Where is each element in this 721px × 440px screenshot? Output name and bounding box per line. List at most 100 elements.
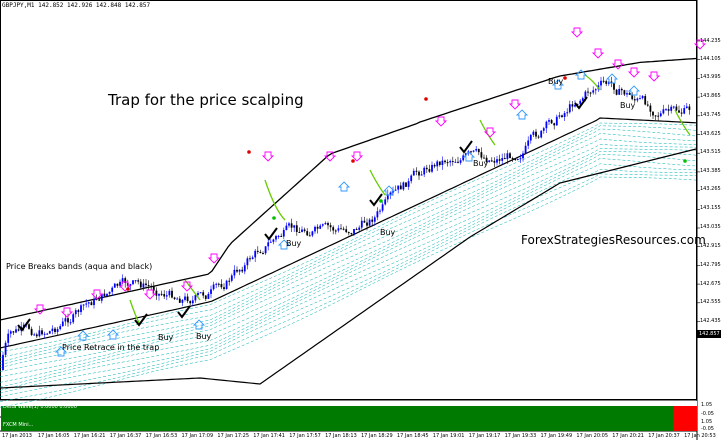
candle-body	[433, 164, 436, 167]
buy-label: Buy	[158, 333, 174, 342]
candle-body	[314, 226, 316, 232]
candle-body	[181, 299, 184, 303]
price-axis-label: 142.675	[700, 281, 721, 287]
candle-body	[217, 283, 220, 285]
candle-body	[98, 299, 101, 301]
sell-arrow-icon	[350, 151, 364, 162]
time-axis-label: 17 Jan 19:17	[468, 433, 501, 439]
candle-body	[652, 111, 654, 116]
candle-body	[420, 174, 423, 176]
candle-body	[444, 160, 446, 163]
time-axis-label: 17 Jan 16:05	[37, 433, 70, 439]
candle-body	[267, 242, 270, 247]
candle-body	[389, 192, 392, 195]
candle-body	[4, 342, 7, 355]
candle-body	[116, 283, 119, 286]
candle-body	[503, 158, 506, 160]
candle-body	[636, 98, 639, 101]
candle-body	[64, 318, 67, 322]
candle-body	[449, 160, 452, 163]
buy-label: Buy	[473, 159, 489, 168]
watermark-site: ForexStrategiesResources.com	[521, 233, 706, 247]
candle-body	[386, 194, 389, 200]
candle-body	[54, 328, 56, 332]
candle-body	[184, 296, 186, 300]
signal-line	[264, 179, 286, 221]
trap-line	[0, 138, 697, 368]
price-axis-label: 143.385	[700, 168, 721, 174]
candle-body	[207, 293, 210, 299]
candle-body	[542, 128, 545, 131]
candle-body	[269, 241, 272, 243]
buy-label: Buy	[380, 228, 396, 237]
candle-body	[662, 109, 665, 114]
buy-arrow-icon	[54, 346, 68, 357]
candle-body	[173, 297, 176, 299]
candle-body	[178, 298, 181, 303]
candle-body	[43, 333, 46, 335]
sell-arrow-icon	[434, 116, 448, 127]
candle-body	[2, 354, 4, 370]
candle-body	[675, 106, 678, 111]
candle-body	[613, 83, 615, 90]
time-axis-label: 17 Jan 16:37	[109, 433, 142, 439]
candle-body	[563, 113, 566, 117]
candle-body	[12, 331, 15, 333]
candle-body	[581, 98, 584, 101]
candle-body	[498, 159, 501, 161]
price-axis-label: 143.035	[700, 224, 721, 230]
candle-body	[394, 189, 397, 191]
candle-body	[457, 161, 459, 163]
candle-body	[106, 293, 108, 297]
checkmark-icon	[177, 305, 191, 319]
candle-body	[69, 322, 72, 324]
candle-body	[594, 89, 597, 91]
candle-body	[558, 115, 561, 117]
price-axis-label: 144.235	[700, 38, 721, 44]
candle-body	[103, 293, 106, 297]
candle-body	[626, 93, 628, 95]
price-axis-label: 143.865	[700, 93, 721, 99]
candle-body	[147, 285, 150, 287]
candle-body	[17, 329, 20, 331]
candle-body	[145, 283, 147, 286]
sell-arrow-icon	[207, 253, 221, 264]
candle-body	[121, 278, 124, 282]
upper-band	[0, 57, 697, 321]
candle-body	[51, 328, 54, 332]
candle-body	[332, 227, 335, 231]
annotation-retrace: Price Retrace in the trap	[62, 343, 160, 352]
candle-body	[522, 153, 524, 159]
trap-line	[0, 122, 697, 353]
time-axis-label: 17 Jan 17:41	[253, 433, 285, 439]
signal-line	[674, 109, 691, 136]
candle-body	[59, 326, 62, 330]
candle-body	[423, 167, 426, 175]
candle-body	[566, 112, 569, 114]
candle-body	[316, 226, 319, 229]
sell-arrow-icon	[261, 151, 275, 162]
candle-body	[418, 171, 420, 176]
candle-body	[95, 298, 98, 300]
candle-body	[368, 219, 371, 226]
candle-body	[124, 278, 127, 283]
candle-body	[108, 291, 111, 294]
trap-line	[0, 128, 697, 363]
candle-body	[431, 164, 433, 172]
candle-body	[67, 318, 69, 323]
candle-body	[324, 223, 327, 225]
time-axis-label: 17 Jan 16:53	[145, 433, 178, 439]
sell-arrow-icon	[508, 99, 522, 110]
candle-body	[230, 275, 233, 281]
candle-body	[529, 134, 532, 141]
checkmark-icon	[369, 193, 383, 207]
candle-body	[168, 290, 171, 296]
candle-body	[537, 136, 540, 138]
candle-body	[600, 80, 602, 86]
time-axis-label: 17 Jan 20:05	[576, 433, 609, 439]
sell-arrow-icon	[323, 151, 337, 162]
candle-body	[620, 88, 623, 91]
sell-arrow-icon	[627, 67, 641, 78]
